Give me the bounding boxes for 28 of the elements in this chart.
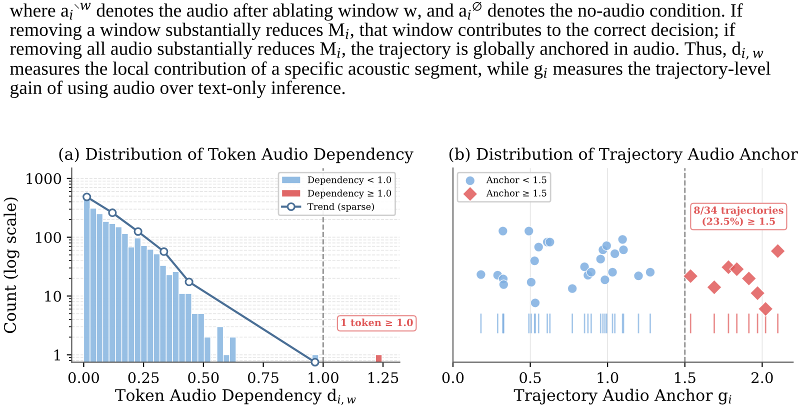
- y-axis-title: Count (log scale): [4, 198, 20, 334]
- x-tick-label: 1.5: [675, 372, 696, 384]
- legend-label: Dependency ≥ 1.0: [308, 190, 392, 198]
- x-tick-label: 1.00: [308, 372, 338, 384]
- x-tick-label: 2.0: [752, 372, 773, 384]
- x-axis-title: Trajectory Audio Anchor g$_{i}$: [514, 388, 732, 404]
- legend-label: Trend (sparse): [307, 202, 374, 212]
- text: 8/34 trajectories (23.5%) ≥ 1.5: [694, 206, 784, 226]
- text: where a$_{i}$$^{∖w}$ denotes the audio after ablating window w, and a$_{i}$$^{∅}$ denotes the no-audio condition. If removing a window substantially reduces M$_{i}$, that window contributes to the correct decision; if removing all audio substantially reduces M$_{i}$, the trajectory is globally anchored in audio. Thus, d$_{i,w}$ measures the local contribution of a specific acoustic segment, while g$_{i}$ measures the trajectory-level gain of using audio over text-only inference.: [10, 2, 771, 98]
- chart-title: (b) Distribution of Trajectory Audio Anchor: [449, 148, 798, 164]
- y-tick-label: 10: [45, 290, 62, 302]
- annotation: 1 token ≥ 1.0: [342, 318, 413, 326]
- chart-title: (a) Distribution of Token Audio Dependency: [59, 148, 414, 164]
- x-tick-label: 0.5: [520, 372, 541, 384]
- x-tick-label: 0.50: [188, 372, 219, 384]
- x-tick-label: 0.00: [68, 372, 99, 384]
- y-tick-label: 1: [54, 350, 60, 360]
- x-axis-title: Token Audio Dependency d$_{i,w}$: [115, 388, 356, 405]
- legend-label: Dependency < 1.0: [308, 176, 392, 186]
- x-tick-label: 0.25: [128, 372, 159, 384]
- y-tick-label: 1000: [26, 173, 62, 184]
- x-tick-label: 0.0: [442, 372, 464, 384]
- x-tick-label: 1.25: [368, 372, 398, 384]
- y-tick-label: 100: [36, 232, 62, 243]
- legend-label: Anchor < 1.5: [486, 176, 546, 184]
- x-tick-label: 0.75: [248, 372, 278, 384]
- legend-label: Anchor ≥ 1.5: [486, 189, 546, 196]
- x-tick-label: 1.0: [598, 372, 618, 384]
